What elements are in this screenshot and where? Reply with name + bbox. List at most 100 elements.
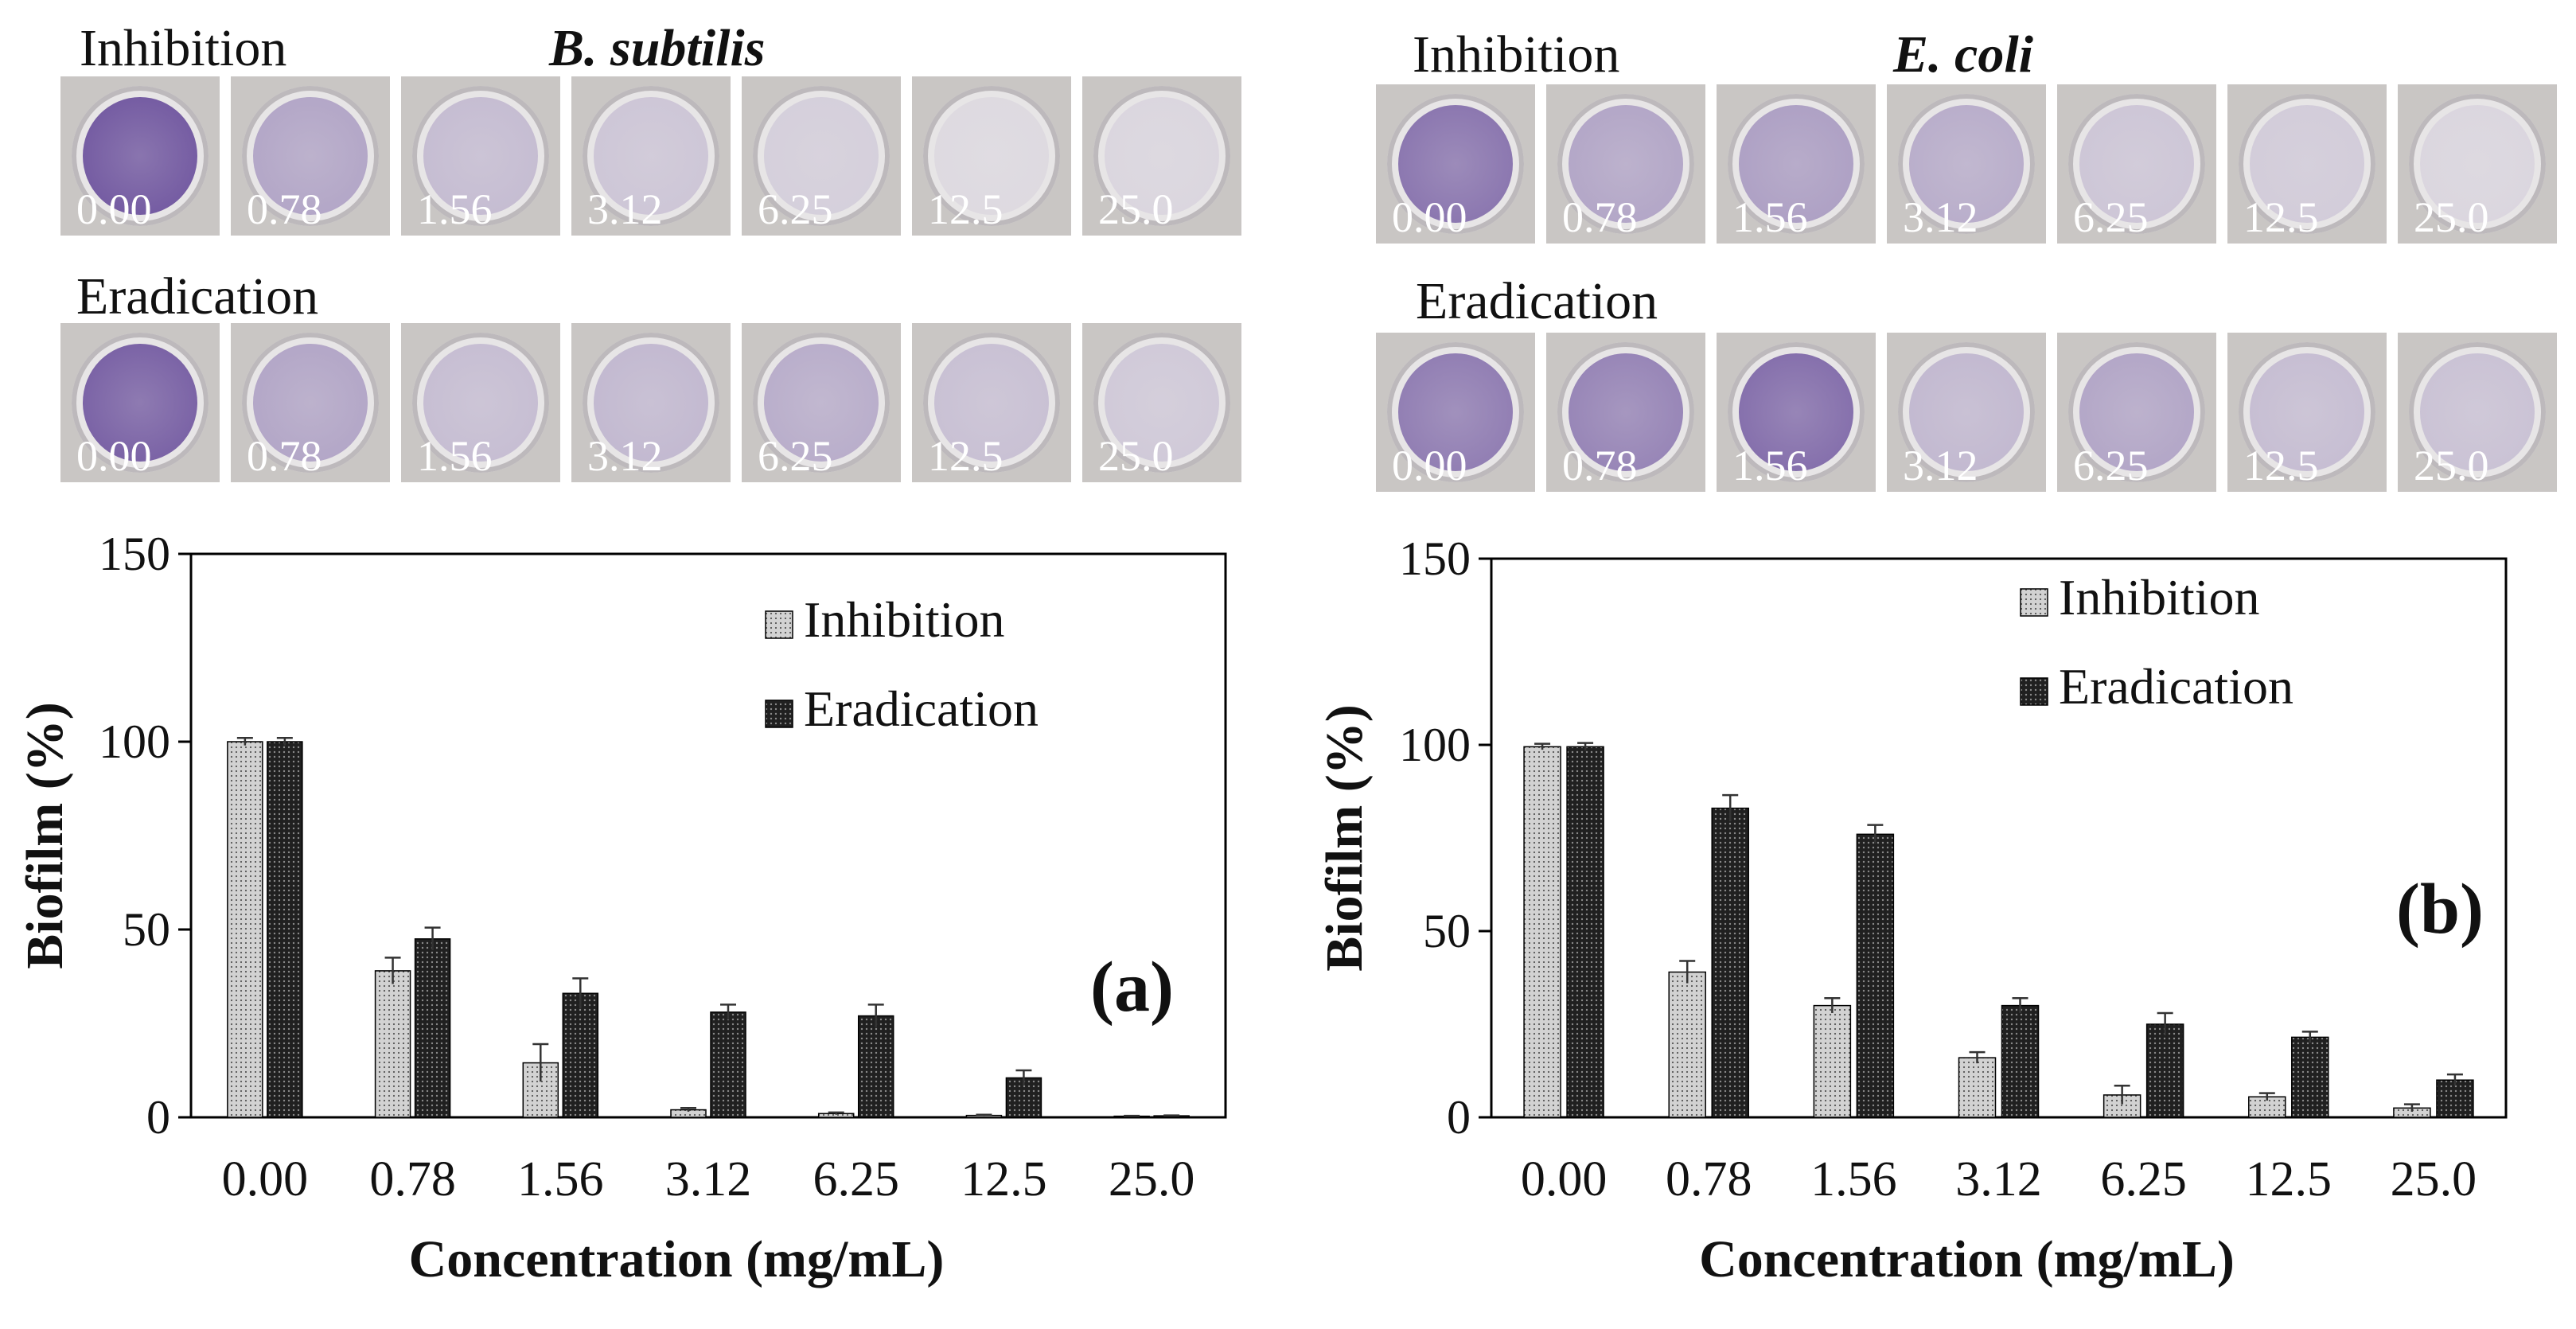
well-photo: 3.12 [1887,333,2046,492]
eradication-row-label: Eradication [1416,272,1658,330]
well-concentration-label: 3.12 [1903,193,1978,241]
well-concentration-label: 0.78 [1562,193,1638,241]
well-photo: 0.78 [231,323,390,482]
stain [2079,105,2194,223]
x-tick-label: 0.78 [1666,1152,1752,1206]
well-photo: 6.25 [742,76,901,236]
well-photo: 0.78 [1546,333,1705,492]
legend-label-eradication: Eradication [2059,658,2293,715]
inhibition-well-row: 0.00 0.78 1.56 3.12 6.25 12.5 25.0 [60,76,1253,236]
well-photo: 12.5 [2227,333,2387,492]
stain [2250,353,2364,471]
well-photo: 25.0 [2398,333,2557,492]
well-concentration-label: 3.12 [587,432,663,480]
legend-swatch-eradication [765,700,793,728]
well-concentration-label: 25.0 [2414,193,2489,241]
organism-title: E. coli [1893,25,2033,84]
legend-swatch-inhibition [2020,588,2048,617]
well-photo: 0.00 [60,323,220,482]
eradication-bar [857,1015,894,1118]
eradication-bar [267,741,303,1118]
well-photo: 0.00 [1376,84,1535,244]
stain [1105,344,1219,462]
y-tick-label: 0 [1447,1091,1471,1144]
well-concentration-label: 3.12 [587,185,663,233]
inhibition-bar [522,1062,559,1118]
eradication-bar [414,938,451,1118]
x-axis-title: Concentration (mg/mL) [1699,1230,2235,1288]
stain [1909,105,2024,223]
inhibition-bar [1813,1004,1852,1118]
well-concentration-label: 12.5 [928,432,1004,480]
legend-label-inhibition: Inhibition [804,591,1004,648]
well-concentration-label: 1.56 [417,185,493,233]
legend-swatch-eradication [2020,677,2048,706]
y-tick-label: 100 [1399,719,1471,771]
well-concentration-label: 25.0 [2414,442,2489,489]
inhibition-bar [1958,1057,1997,1118]
well-concentration-label: 0.78 [1562,442,1638,489]
stain [594,344,708,462]
well-photo: 3.12 [1887,84,2046,244]
panel-label: (a) [1090,948,1174,1027]
panel-a: Inhibition B. subtilis 0.00 0.78 1.56 3.… [16,19,1253,1288]
stain [83,97,197,215]
x-tick-label: 3.12 [1955,1152,2042,1206]
well-photo: 25.0 [2398,84,2557,244]
well-photo: 0.00 [1376,333,1535,492]
eradication-bar [1856,833,1895,1118]
x-tick-label: 3.12 [665,1152,752,1206]
well-concentration-label: 25.0 [1098,185,1174,233]
inhibition-bar [227,741,263,1118]
well-concentration-label: 0.00 [1392,442,1467,489]
well-photo: 12.5 [912,323,1071,482]
well-concentration-label: 0.00 [1392,193,1467,241]
stain [1398,353,1513,471]
eradication-bar [2145,1023,2184,1118]
well-photo: 3.12 [571,323,731,482]
eradication-well-row: 0.00 0.78 1.56 3.12 6.25 12.5 25.0 [1376,333,2568,492]
stain [2420,105,2535,223]
well-concentration-label: 12.5 [2243,442,2319,489]
stain [1105,97,1219,215]
stain [253,344,368,462]
eradication-bar [1711,807,1749,1118]
plot-frame [189,552,1227,1119]
plot-frame [1490,557,2508,1119]
well-photo: 0.78 [231,76,390,236]
eradication-bar [2291,1036,2329,1118]
stain [1569,105,1683,223]
legend-label-inhibition: Inhibition [2059,569,2259,626]
stain [1398,105,1513,223]
x-tick-label: 25.0 [2391,1152,2477,1206]
well-photo: 1.56 [1717,84,1876,244]
well-concentration-label: 0.78 [247,185,322,233]
eradication-bar [562,992,599,1118]
eradication-well-row: 0.00 0.78 1.56 3.12 6.25 12.5 25.0 [60,323,1253,482]
x-tick-label: 6.25 [813,1152,899,1206]
y-tick-label: 100 [99,715,170,768]
legend-label-eradication: Eradication [804,680,1039,737]
well-concentration-label: 6.25 [2073,193,2149,241]
inhibition-row-label: Inhibition [1413,25,1620,84]
well-photo: 0.00 [60,76,220,236]
x-tick-label: 0.00 [1521,1152,1608,1206]
well-photo: 1.56 [401,323,560,482]
well-concentration-label: 0.00 [76,432,152,480]
stain [934,97,1049,215]
y-tick-label: 150 [99,528,170,580]
x-axis-title: Concentration (mg/mL) [409,1230,945,1288]
y-tick-label: 50 [1423,905,1471,957]
eradication-bar [2436,1079,2474,1118]
well-concentration-label: 1.56 [1732,193,1808,241]
well-photo: 25.0 [1082,76,1241,236]
inhibition-bar [1523,746,1561,1118]
inhibition-row-label: Inhibition [80,19,287,77]
well-concentration-label: 0.78 [247,432,322,480]
well-concentration-label: 12.5 [2243,193,2319,241]
well-concentration-label: 25.0 [1098,432,1174,480]
well-photo: 1.56 [401,76,560,236]
y-tick-label: 150 [1399,532,1471,585]
panel-b: Inhibition E. coli 0.00 0.78 1.56 3.12 6… [1288,0,2576,1329]
well-photo: 25.0 [1082,323,1241,482]
